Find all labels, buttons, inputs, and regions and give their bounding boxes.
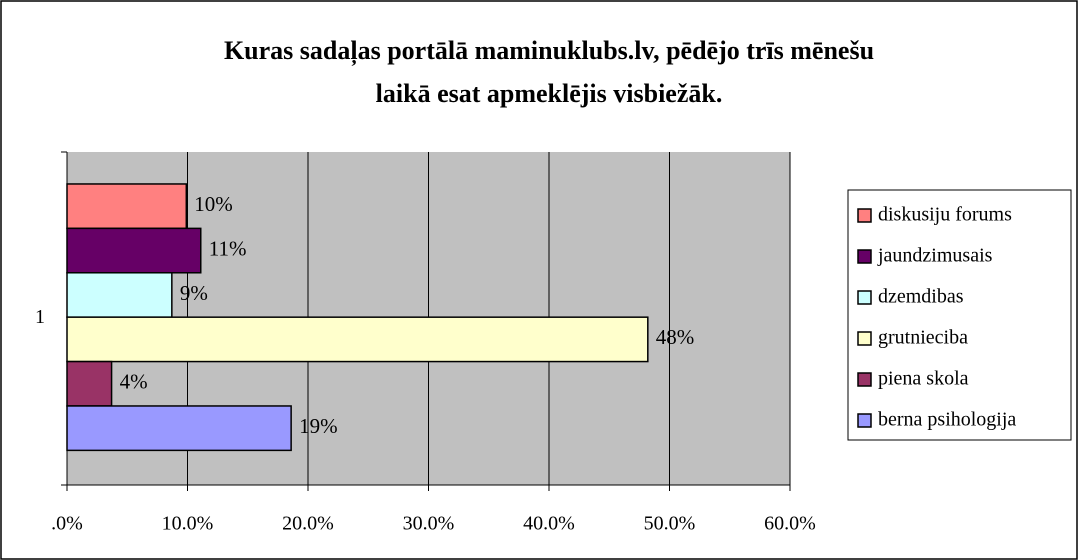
data-label: 48% <box>656 325 695 349</box>
data-label: 19% <box>299 414 338 438</box>
legend-label: dzemdibas <box>878 286 964 308</box>
x-tick-label: 50.0% <box>644 513 696 535</box>
legend-swatch <box>857 249 872 264</box>
bar <box>66 316 649 363</box>
data-label: 4% <box>120 370 148 394</box>
legend-label: grutnieciba <box>878 327 968 349</box>
x-tick-label: 40.0% <box>523 513 575 535</box>
y-tick-label: 1 <box>35 306 45 328</box>
legend-swatch <box>857 208 872 223</box>
legend-label: berna psihologija <box>878 409 1016 431</box>
x-tick-label: 30.0% <box>403 513 455 535</box>
x-tick-label: 60.0% <box>764 513 816 535</box>
legend-label: diskusiju forums <box>878 204 1012 226</box>
x-tick-label: 10.0% <box>162 513 214 535</box>
bar <box>66 272 173 318</box>
legend-label: jaundzimusais <box>877 245 993 267</box>
chart-title: Kuras sadaļas portālā maminuklubs.lv, pē… <box>224 36 874 66</box>
x-tick-label: .0% <box>51 513 83 535</box>
legend-swatch <box>857 372 872 387</box>
legend <box>847 189 1072 441</box>
bar <box>66 227 202 274</box>
bar <box>66 360 113 407</box>
legend-swatch <box>857 413 872 428</box>
x-tick-label: 20.0% <box>282 513 334 535</box>
legend-swatch <box>857 331 872 346</box>
legend-label: piena skola <box>878 368 969 390</box>
data-label: 11% <box>209 236 247 260</box>
legend-swatch <box>857 290 872 305</box>
data-label: 10% <box>194 192 233 216</box>
data-label: 9% <box>180 281 208 305</box>
bar <box>66 405 292 452</box>
chart-title: laikā esat apmeklējis visbiežāk. <box>376 79 723 108</box>
bar <box>66 183 188 230</box>
